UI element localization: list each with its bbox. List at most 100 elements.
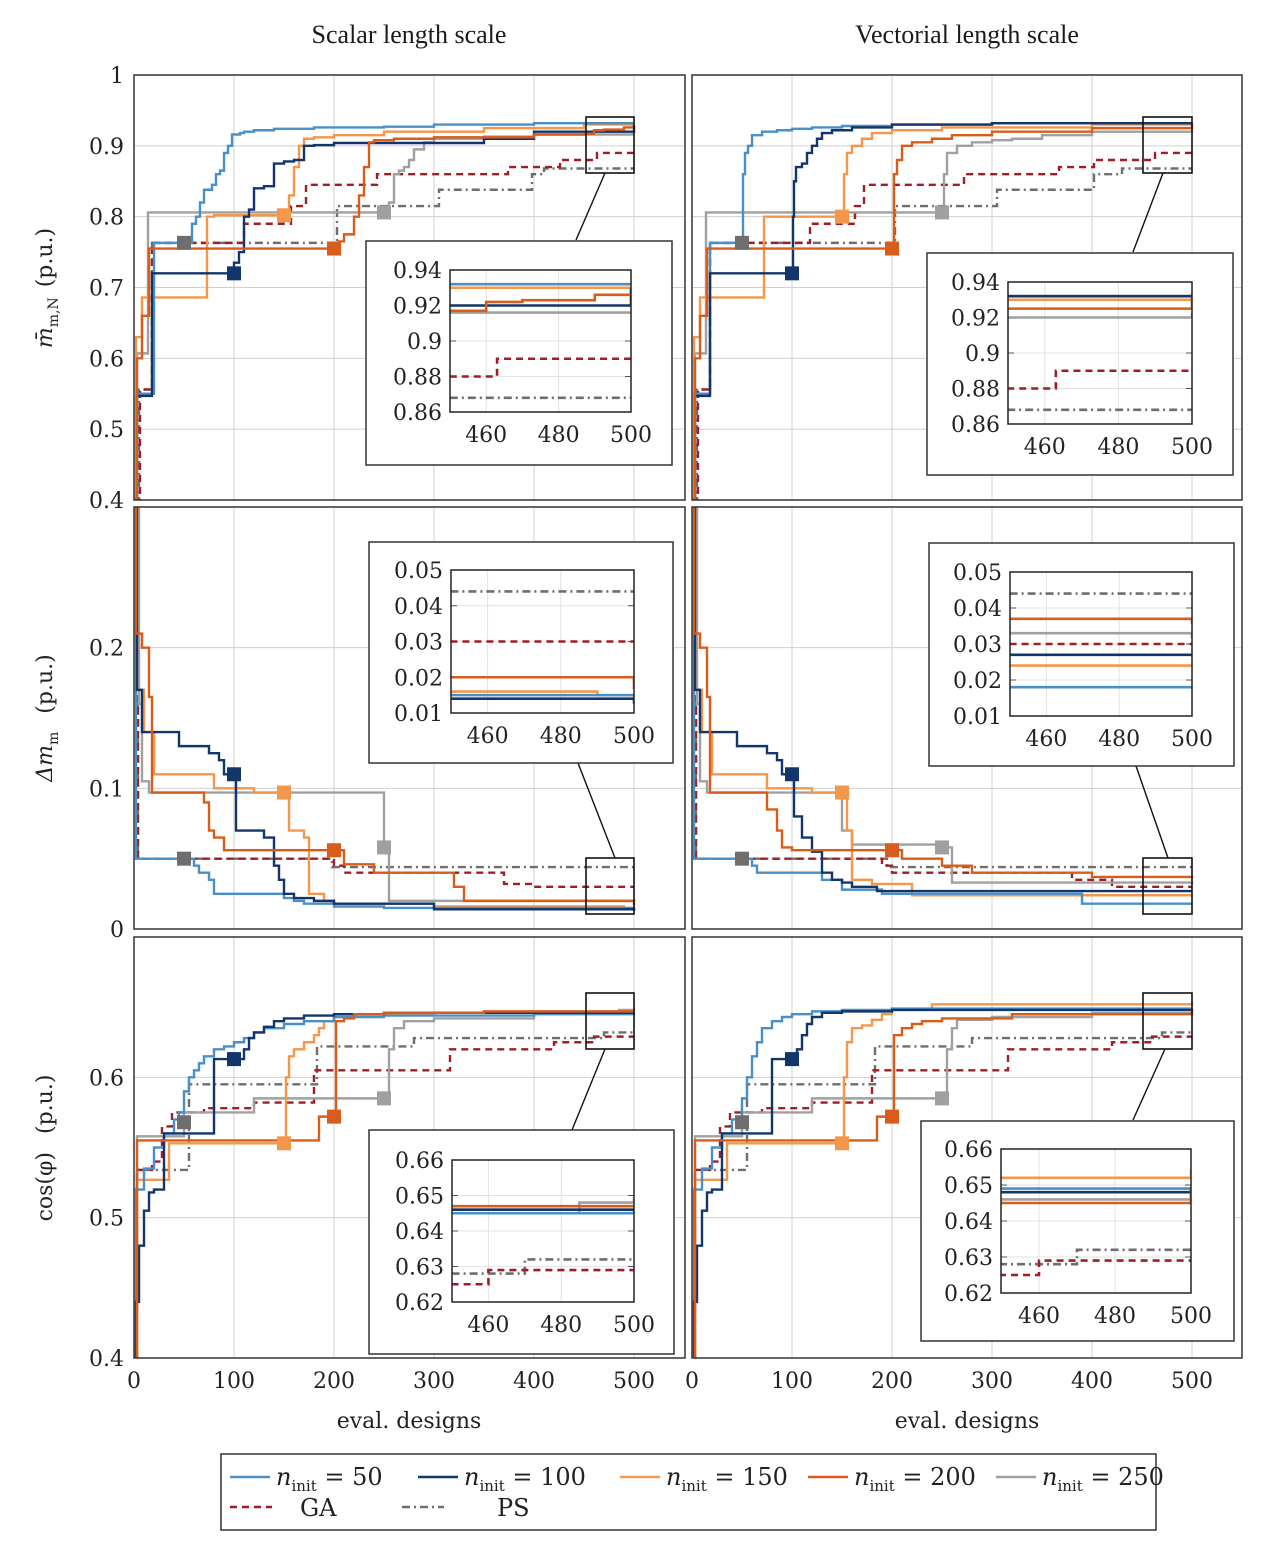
axes-frame <box>133 506 686 930</box>
marker-n50 <box>735 235 749 250</box>
marker-n250 <box>935 840 949 855</box>
inset-y-tick-label: 0.65 <box>395 1185 444 1210</box>
series-n200 <box>134 126 634 500</box>
inset-series-n100 <box>1001 1187 1191 1194</box>
inset-y-tick-label: 0.62 <box>395 1291 444 1316</box>
zoom-connector-line <box>571 1048 606 1131</box>
inset-y-tick-label: 0.86 <box>393 401 442 426</box>
legend-box <box>220 1453 1157 1531</box>
zoom-region-box <box>585 857 635 915</box>
marker-n250 <box>377 840 391 855</box>
marker-n100 <box>785 767 799 782</box>
legend-entry-n250: ninit = 250 <box>996 1463 1164 1495</box>
inset-y-tick-label: 0.88 <box>951 378 1000 403</box>
marker-n50 <box>735 851 749 866</box>
inset-y-tick-label: 0.86 <box>951 413 1000 438</box>
ylabel-row-3-unit: (p.u.) <box>33 1075 58 1134</box>
marker-n250 <box>377 1091 391 1106</box>
inset-series-PS <box>452 1258 634 1275</box>
marker-n200 <box>327 1109 341 1124</box>
inset-x-tick-label: 480 <box>1098 727 1140 752</box>
y-tick-label: 0.5 <box>89 418 124 443</box>
column-title-scalar: Scalar length scale <box>312 20 507 49</box>
series-n50 <box>692 1007 1192 1358</box>
legend-entry-n200: ninit = 200 <box>808 1463 976 1495</box>
inset-x-tick-label: 500 <box>610 423 652 448</box>
inset-box <box>365 240 673 466</box>
series-n200 <box>692 1008 1194 1358</box>
inset-y-tick-label: 0.03 <box>953 633 1002 658</box>
marker-n150 <box>277 785 291 800</box>
inset-x-tick-label: 480 <box>538 423 580 448</box>
inset-x-tick-label: 460 <box>1018 1304 1060 1329</box>
ylabel-row-2-sub: m <box>46 732 62 745</box>
inset-x-tick-label: 500 <box>1171 435 1213 460</box>
marker-n100 <box>785 266 799 281</box>
inset-frame <box>449 269 632 413</box>
marker-n200 <box>327 843 341 858</box>
x-tick-label: 0 <box>127 1369 141 1394</box>
axes-frame <box>133 936 686 1359</box>
inset-x-tick-label: 500 <box>1170 1304 1212 1329</box>
inset-y-tick-label: 0.94 <box>393 259 442 284</box>
inset-y-tick-label: 0.02 <box>394 666 443 691</box>
x-tick-label: 500 <box>613 1369 655 1394</box>
inset-x-tick-label: 500 <box>613 1313 655 1338</box>
inset-x-tick-label: 500 <box>1171 727 1213 752</box>
marker-n50 <box>177 1115 191 1130</box>
x-tick-label: 100 <box>771 1369 813 1394</box>
inset-r1-scalar: 460 480 500 0.86 0.88 0.9 0.92 0.94 <box>365 240 673 466</box>
marker-n250 <box>377 205 391 220</box>
zoom-connector-line <box>577 762 616 859</box>
column-title-vectorial: Vectorial length scale <box>855 20 1079 49</box>
inset-series-group <box>1001 1169 1191 1277</box>
x-tick-label: 0 <box>685 1369 699 1394</box>
inset-r1-vectorial: 460 480 500 0.86 0.88 0.9 0.92 0.94 <box>926 252 1234 476</box>
inset-series-GA <box>450 357 631 378</box>
panel-r3-scalar: 0.4 0.5 0.6 0 100 200 300 400 500 460 480 500 0.62 0.… <box>89 936 686 1394</box>
series-n150 <box>692 507 1192 897</box>
marker-n150 <box>277 1136 291 1151</box>
inset-series-GA <box>1001 1259 1191 1277</box>
legend-label-GA: GA <box>300 1494 337 1522</box>
y-tick-label: 0 <box>110 918 124 943</box>
ylabel-row-3-main: cos(φ) <box>33 1152 58 1221</box>
inset-y-tick-label: 0.88 <box>393 366 442 391</box>
y-tick-label: 1 <box>110 64 124 89</box>
inset-series-n200 <box>451 675 634 690</box>
inset-y-tick-label: 0.66 <box>395 1149 444 1174</box>
y-tick-label: 0.4 <box>89 1347 124 1372</box>
legend-label-n150: ninit = 150 <box>666 1463 788 1495</box>
series-n150 <box>134 123 634 500</box>
series-PS <box>134 507 634 869</box>
inset-series-group <box>452 1197 634 1286</box>
inset-series-group <box>451 590 634 704</box>
svg-text:m̄m,N(p.u.): m̄m,N (p.u.) <box>33 228 62 348</box>
inset-y-tick-label: 0.66 <box>944 1138 993 1163</box>
inset-series-n250 <box>1010 631 1192 639</box>
legend-label-n250: ninit = 250 <box>1042 1463 1164 1495</box>
axes-frame <box>691 74 1243 501</box>
inset-series-n150 <box>1008 293 1192 302</box>
y-tick-label: 0.6 <box>89 1066 124 1091</box>
y-tick-label: 0.7 <box>89 277 124 302</box>
xlabel-vectorial: eval. designs <box>895 1409 1040 1434</box>
inset-series-group <box>1008 293 1192 412</box>
marker-n150 <box>277 208 291 223</box>
inset-x-tick-label: 480 <box>540 724 582 749</box>
panels-grid: 0.4 0.5 0.6 0.7 0.8 0.9 1 460 480 500 0.86 0.88 0.9 0… <box>89 64 1243 1394</box>
inset-r2-vectorial: 460 480 500 0.01 0.02 0.03 0.04 0.05 <box>928 542 1235 767</box>
marker-n150 <box>835 209 849 224</box>
inset-y-tick-label: 0.04 <box>394 595 443 620</box>
y-tick-label: 0.9 <box>89 135 124 160</box>
series-n50 <box>134 121 634 500</box>
inset-x-tick-label: 460 <box>467 1313 509 1338</box>
series-n150 <box>692 122 1194 500</box>
series-GA <box>692 507 1192 888</box>
zoom-connector-line <box>575 172 606 241</box>
inset-y-tick-label: 0.05 <box>394 559 443 584</box>
inset-y-tick-label: 0.01 <box>953 705 1002 730</box>
inset-y-tick-label: 0.64 <box>395 1220 444 1245</box>
inset-series-n100 <box>450 288 631 307</box>
x-tick-label: 500 <box>1171 1369 1213 1394</box>
